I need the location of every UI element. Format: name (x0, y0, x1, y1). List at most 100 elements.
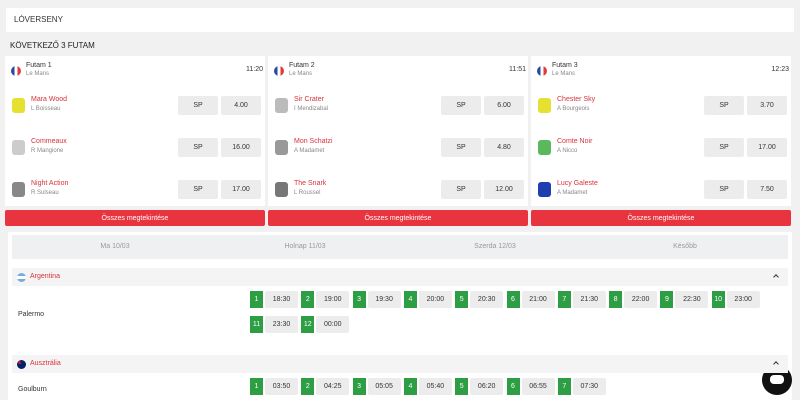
race-number[interactable]: 2 (301, 378, 315, 395)
race-venue: Le Mans (552, 71, 576, 77)
race-slot-time[interactable]: 23:30 (265, 316, 298, 333)
jockey-name: L Boisseau (31, 106, 61, 112)
odds-button[interactable]: 16.00 (221, 138, 261, 157)
race-time: 11:20 (246, 66, 263, 73)
race-number[interactable]: 9 (660, 291, 674, 308)
view-all-button[interactable]: Összes megtekintése (268, 210, 528, 226)
race-number[interactable]: 10 (711, 291, 725, 308)
odds-button[interactable]: 6.00 (484, 96, 524, 115)
odds-button[interactable]: 4.00 (221, 96, 261, 115)
odds-button[interactable]: 17.00 (221, 180, 261, 199)
horse-name[interactable]: Mara Wood (31, 96, 68, 103)
race-number[interactable]: 8 (609, 291, 623, 308)
race-number[interactable]: 6 (506, 291, 520, 308)
page-title: LÓVERSENY (14, 15, 63, 24)
race-slot-time[interactable]: 05:40 (418, 378, 452, 395)
horse-name[interactable]: Chester Sky (557, 96, 596, 103)
silk (275, 98, 288, 113)
race-slot-time[interactable]: 20:00 (418, 291, 452, 308)
odds-button[interactable]: 12.00 (484, 180, 524, 199)
view-all-button[interactable]: Összes megtekintése (5, 210, 265, 226)
sp-button[interactable]: SP (178, 96, 218, 115)
top-bar (6, 8, 794, 32)
sp-button[interactable]: SP (704, 180, 744, 199)
race-number[interactable]: 2 (301, 291, 315, 308)
race-number[interactable]: 7 (557, 291, 571, 308)
jockey-name: R Sulseau (31, 190, 59, 196)
sp-button[interactable]: SP (441, 96, 481, 115)
jockey-name: I Mendizabal (294, 106, 329, 112)
race-number[interactable]: 6 (506, 378, 520, 395)
horse-name[interactable]: Commeaux (31, 138, 67, 145)
race-number[interactable]: 7 (557, 378, 571, 395)
country-name[interactable]: Ausztrália (30, 360, 61, 367)
silk (12, 140, 25, 155)
view-all-button[interactable]: Összes megtekintése (531, 210, 791, 226)
silk (275, 140, 288, 155)
race-number[interactable]: 1 (250, 378, 263, 395)
jockey-name: L Roussel (294, 190, 321, 196)
horse-name[interactable]: The Snark (294, 180, 327, 187)
race-slot-time[interactable]: 22:30 (675, 291, 709, 308)
horse-name[interactable]: Night Action (31, 180, 69, 187)
race-slot-time[interactable]: 19:00 (316, 291, 350, 308)
odds-button[interactable]: 4.80 (484, 138, 524, 157)
race-slot-time[interactable]: 00:00 (316, 316, 350, 333)
sp-button[interactable]: SP (178, 180, 218, 199)
odds-button[interactable]: 3.70 (747, 96, 787, 115)
race-number[interactable]: 3 (352, 378, 366, 395)
odds-button[interactable]: 17.00 (747, 138, 787, 157)
race-slot-time[interactable]: 22:00 (624, 291, 658, 308)
flag (17, 273, 26, 282)
sp-button[interactable]: SP (704, 138, 744, 157)
race-slot-time[interactable]: 05:05 (367, 378, 401, 395)
race-number[interactable]: 4 (403, 291, 417, 308)
horse-name[interactable]: Comte Noir (557, 138, 593, 145)
horse-name[interactable]: Lucy Galeste (557, 180, 598, 187)
race-slot-time[interactable]: 19:30 (367, 291, 401, 308)
country-name[interactable]: Argentina (30, 273, 60, 280)
race-slot-time[interactable]: 07:30 (572, 378, 606, 395)
sp-button[interactable]: SP (441, 138, 481, 157)
race-number[interactable]: 11 (250, 316, 263, 333)
race-number[interactable]: 3 (352, 291, 366, 308)
section-title: KÖVETKEZŐ 3 FUTAM (10, 41, 95, 50)
day-tab[interactable]: Szerda 12/03 (474, 243, 516, 250)
sp-button[interactable]: SP (704, 96, 744, 115)
sp-button[interactable]: SP (178, 138, 218, 157)
race-slot-time[interactable]: 23:00 (726, 291, 760, 308)
race-slot-time[interactable]: 04:25 (316, 378, 350, 395)
horse-name[interactable]: Mon Schatzi (294, 138, 333, 145)
flag (17, 360, 26, 369)
race-number[interactable]: 4 (403, 378, 417, 395)
race-number[interactable]: 5 (455, 291, 469, 308)
race-slot-time[interactable]: 06:55 (521, 378, 555, 395)
jockey-name: A Madamet (294, 148, 325, 154)
chat-icon (770, 375, 784, 384)
day-tab[interactable]: Ma 10/03 (100, 243, 130, 250)
race-number[interactable]: 12 (301, 316, 315, 333)
day-tab[interactable]: Holnap 11/03 (284, 243, 326, 250)
tab-bar (12, 235, 788, 259)
race-slot-time[interactable]: 21:00 (521, 291, 555, 308)
flag (11, 66, 21, 76)
race-slot-time[interactable]: 18:30 (265, 291, 298, 308)
silk (538, 140, 551, 155)
race-slot-time[interactable]: 20:30 (470, 291, 504, 308)
country-header[interactable] (12, 355, 788, 373)
race-slot-time[interactable]: 21:30 (572, 291, 606, 308)
odds-button[interactable]: 7.50 (747, 180, 787, 199)
horse-name[interactable]: Sir Crater (294, 96, 324, 103)
race-number[interactable]: 1 (250, 291, 263, 308)
race-slot-time[interactable]: 06:20 (470, 378, 504, 395)
race-number[interactable]: 5 (455, 378, 469, 395)
day-tab[interactable]: Később (673, 243, 697, 250)
silk (12, 182, 25, 197)
flag (537, 66, 547, 76)
sp-button[interactable]: SP (441, 180, 481, 199)
country-header[interactable] (12, 268, 788, 286)
race-name: Futam 1 (26, 62, 52, 69)
race-venue: Le Mans (289, 71, 313, 77)
race-slot-time[interactable]: 03:50 (265, 378, 298, 395)
